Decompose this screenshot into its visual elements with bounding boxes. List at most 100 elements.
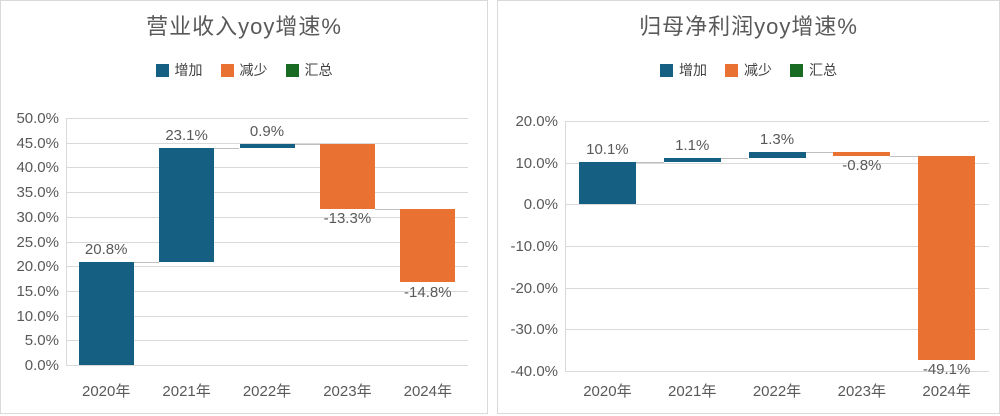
legend-swatch-decrease-icon <box>725 63 738 77</box>
gridline <box>66 266 468 268</box>
legend-label-total: 汇总 <box>304 62 333 78</box>
waterfall-bar-2022年[interactable] <box>239 143 295 149</box>
bar-data-label: 10.1% <box>586 141 629 159</box>
gridline <box>66 118 468 119</box>
gridline <box>565 371 989 372</box>
legend-revenue: 增加 减少 汇总 <box>1 61 487 79</box>
gridline <box>66 315 468 317</box>
waterfall-bar-2020年[interactable] <box>578 162 636 205</box>
chart-title-revenue: 营业收入yoy增速% <box>146 14 342 39</box>
connector-line <box>374 209 401 211</box>
connector-line <box>294 143 320 145</box>
legend-label-total: 汇总 <box>809 62 837 78</box>
bar-data-label: 0.9% <box>249 122 285 140</box>
x-axis-label: 2022年 <box>242 383 292 400</box>
waterfall-bar-2021年[interactable] <box>159 148 215 263</box>
y-tick-label: 15.0% <box>16 282 59 300</box>
x-axis-label: 2022年 <box>752 383 802 400</box>
legend-net-profit: 增加 减少 汇总 <box>498 61 999 79</box>
waterfall-bar-2022年[interactable] <box>748 152 806 158</box>
legend-item-total[interactable]: 汇总 <box>285 60 333 80</box>
y-tick-label: 10.0% <box>515 154 558 172</box>
x-axis-label: 2023年 <box>323 383 372 400</box>
y-tick-label: -30.0% <box>510 321 558 339</box>
connector-line <box>720 157 749 159</box>
y-tick-label: 50.0% <box>16 110 59 127</box>
y-tick-label: 20.0% <box>16 258 59 276</box>
x-axis-label: 2020年 <box>82 383 131 400</box>
x-axis-label: 2023年 <box>837 383 886 400</box>
bar-data-label: 1.3% <box>759 131 795 149</box>
chart-title-net-profit: 归母净利润yoy增速% <box>639 14 858 39</box>
legend-label-decrease: 减少 <box>744 62 772 78</box>
bar-data-label: 20.8% <box>84 241 128 259</box>
legend-label-increase: 增加 <box>174 62 203 78</box>
gridline <box>565 204 989 206</box>
gridline <box>66 340 468 342</box>
bar-data-label: -13.3% <box>323 210 372 228</box>
gridline <box>565 121 989 122</box>
y-axis-line <box>66 118 67 365</box>
x-axis-label: 2021年 <box>162 383 211 400</box>
connector-line <box>805 152 834 154</box>
gridline <box>66 365 468 366</box>
connector-line <box>890 155 919 157</box>
waterfall-bar-2023年[interactable] <box>319 143 375 210</box>
bar-data-label: -14.8% <box>404 283 452 301</box>
y-tick-label: 10.0% <box>16 307 59 325</box>
legend-swatch-total-icon <box>285 63 299 77</box>
legend-item-total[interactable]: 汇总 <box>790 60 837 80</box>
chart-card-net-profit-yoy-growth: 归母净利润yoy增速% 增加 减少 汇总 20.0% 10.0% 0.0% -10.0% -… <box>497 0 1000 414</box>
gridline <box>66 192 468 194</box>
waterfall-bar-2023年[interactable] <box>833 152 891 156</box>
gridline <box>66 167 468 169</box>
gridline <box>66 142 468 144</box>
y-tick-label: 30.0% <box>16 208 59 226</box>
y-tick-label: 5.0% <box>24 332 59 350</box>
chart-card-revenue-yoy-growth: 营业收入yoy增速% 增加 减少 汇总 50.0% 45.0% 40.0% 35.0% 30… <box>0 0 488 414</box>
bar-data-label: 1.1% <box>675 136 710 154</box>
legend-item-increase[interactable]: 增加 <box>155 60 203 80</box>
bar-data-label: -0.8% <box>842 156 882 174</box>
y-tick-label: 0.0% <box>523 196 558 214</box>
legend-swatch-increase-icon <box>155 63 169 77</box>
waterfall-bar-2024年[interactable] <box>400 209 456 283</box>
waterfall-bar-2020年[interactable] <box>78 262 134 365</box>
waterfall-bar-2021年[interactable] <box>663 157 721 163</box>
waterfall-bar-2024年[interactable] <box>918 155 976 361</box>
y-tick-label: 35.0% <box>16 184 59 202</box>
y-axis-line <box>565 121 566 371</box>
connector-line <box>635 162 664 164</box>
x-axis-label: 2020年 <box>583 383 632 400</box>
plot-area-revenue: 50.0% 45.0% 40.0% 35.0% 30.0% 25.0% 20.0% 15.0%… <box>1 1 487 413</box>
legend-label-decrease: 减少 <box>239 62 268 78</box>
legend-swatch-decrease-icon <box>220 63 234 77</box>
y-tick-label: 20.0% <box>515 113 558 130</box>
gridline <box>66 216 468 218</box>
gridline <box>565 329 989 331</box>
y-tick-label: -10.0% <box>510 238 558 255</box>
legend-item-increase[interactable]: 增加 <box>660 60 707 80</box>
y-tick-label: -20.0% <box>510 279 558 297</box>
connector-line <box>214 148 240 150</box>
y-tick-label: 0.0% <box>24 357 59 374</box>
gridline <box>66 241 468 243</box>
y-tick-label: 25.0% <box>16 233 59 251</box>
connector-line <box>133 262 160 264</box>
gridline <box>565 246 989 247</box>
legend-item-decrease[interactable]: 减少 <box>725 60 772 80</box>
x-axis-label: 2021年 <box>668 383 717 400</box>
y-tick-label: 40.0% <box>16 159 59 177</box>
legend-swatch-increase-icon <box>660 63 673 77</box>
y-tick-label: -40.0% <box>510 363 558 380</box>
gridline <box>565 162 989 164</box>
bar-data-label: -49.1% <box>922 361 971 379</box>
x-axis-label: 2024年 <box>403 383 452 400</box>
gridline <box>66 290 468 292</box>
plot-area-net-profit: 20.0% 10.0% 0.0% -10.0% -20.0% -30.0% -40.0% 10… <box>498 1 999 413</box>
legend-label-increase: 增加 <box>679 62 707 78</box>
x-axis-label: 2024年 <box>922 383 971 400</box>
bar-data-label: 23.1% <box>165 127 208 145</box>
legend-item-decrease[interactable]: 减少 <box>220 60 268 80</box>
